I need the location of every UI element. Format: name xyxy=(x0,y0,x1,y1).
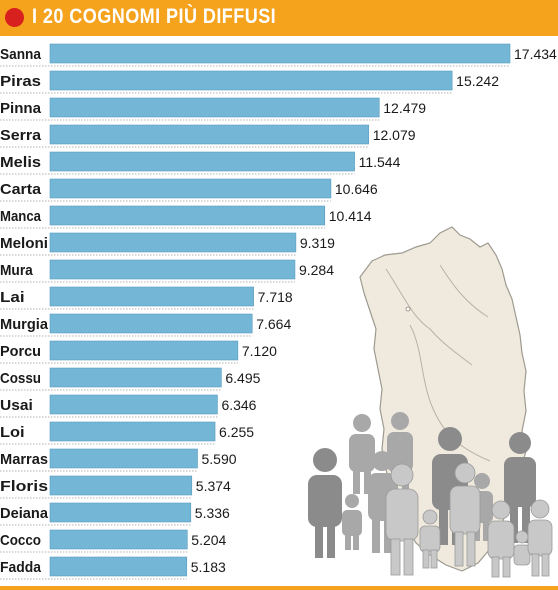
category-label: Loi xyxy=(0,424,25,441)
category-label: Porcu xyxy=(0,343,41,360)
category-label: Carta xyxy=(0,181,42,198)
value-label: 11.544 xyxy=(359,154,401,170)
bar-porcu xyxy=(49,340,239,361)
category-label: Deiana xyxy=(0,505,49,522)
sardinia-map-with-family-icon xyxy=(308,226,553,578)
category-label: Manca xyxy=(0,208,42,225)
category-label: Cossu xyxy=(0,370,41,387)
bar-manca xyxy=(49,205,326,226)
category-label: Murgia xyxy=(0,316,49,333)
value-label: 6.346 xyxy=(221,397,256,413)
category-label: Melis xyxy=(0,154,41,171)
value-label: 10.646 xyxy=(335,181,378,197)
value-label: 12.079 xyxy=(373,127,416,143)
value-label: 6.495 xyxy=(225,370,260,386)
bar-meloni xyxy=(49,232,297,253)
bar-deiana xyxy=(49,502,192,523)
bar-serra xyxy=(49,124,370,145)
category-label: Usai xyxy=(0,397,33,414)
bar-pinna xyxy=(49,97,380,118)
bar-mura xyxy=(49,259,296,280)
category-label: Fadda xyxy=(0,559,42,576)
value-label: 5.183 xyxy=(191,559,226,575)
bar-carta xyxy=(49,178,332,199)
value-label: 7.664 xyxy=(256,316,291,332)
value-label: 5.590 xyxy=(201,451,236,467)
value-label: 5.374 xyxy=(196,478,231,494)
value-label: 5.336 xyxy=(195,505,230,521)
value-label: 12.479 xyxy=(383,100,426,116)
value-label: 7.718 xyxy=(258,289,293,305)
value-label: 7.120 xyxy=(242,343,277,359)
bar-lai xyxy=(49,286,254,307)
footer-line xyxy=(0,586,558,590)
bar-cossu xyxy=(49,367,222,388)
chart-title: I 20 COGNOMI PIÙ DIFFUSI xyxy=(32,5,277,28)
bar-loi xyxy=(49,421,216,442)
value-label: 10.414 xyxy=(329,208,372,224)
value-label: 15.242 xyxy=(456,73,499,89)
bar-cocco xyxy=(49,529,188,550)
red-dot-icon xyxy=(5,8,24,27)
bar-chart: Sanna 17.434 Piras 15.242 Pinna 12.479 Serra 12… xyxy=(0,43,557,580)
value-label: 5.204 xyxy=(191,532,226,548)
bar-usai xyxy=(49,394,218,415)
value-label: 9.284 xyxy=(299,262,334,278)
category-label: Lai xyxy=(0,289,25,306)
bar-piras xyxy=(49,70,453,91)
bar-fadda xyxy=(49,556,188,577)
category-label: Mura xyxy=(0,262,33,279)
value-label: 6.255 xyxy=(219,424,254,440)
category-label: Serra xyxy=(0,127,42,144)
category-label: Piras xyxy=(0,73,41,90)
bar-marras xyxy=(49,448,198,469)
value-label: 17.434 xyxy=(514,46,557,62)
value-label: 9.319 xyxy=(300,235,335,251)
category-label: Pinna xyxy=(0,100,42,117)
header-banner: I 20 COGNOMI PIÙ DIFFUSI xyxy=(0,0,558,36)
bar-sanna xyxy=(49,43,511,64)
bar-floris xyxy=(49,475,193,496)
bar-murgia xyxy=(49,313,253,334)
bar-melis xyxy=(49,151,355,172)
category-label: Floris xyxy=(0,478,48,495)
category-label: Marras xyxy=(0,451,48,468)
category-label: Meloni xyxy=(0,235,48,252)
category-label: Sanna xyxy=(0,46,42,63)
category-label: Cocco xyxy=(0,532,41,549)
